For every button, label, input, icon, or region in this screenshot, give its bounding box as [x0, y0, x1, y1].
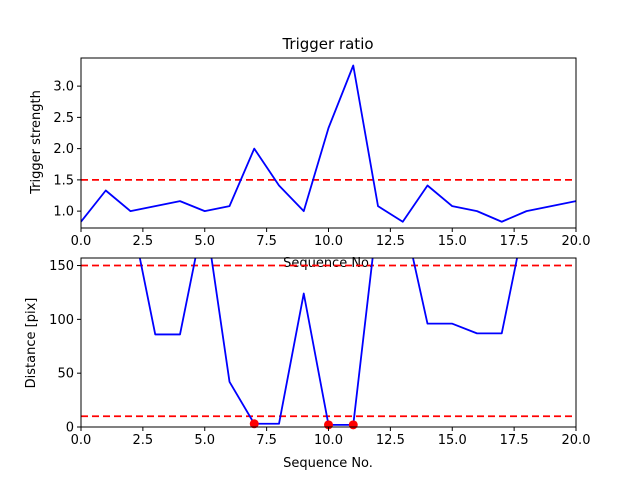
axes-frame	[80, 57, 577, 229]
y-tick-label: 3.0	[53, 80, 74, 95]
x-tick-label: 10.0	[314, 433, 343, 448]
x-tick-label: 10.0	[314, 234, 343, 249]
axes-frame	[80, 257, 577, 428]
trigger-ratio-chart: Trigger ratio Trigger strength Sequence …	[29, 35, 590, 271]
x-tick-label: 17.5	[500, 433, 529, 448]
x-tick-label: 2.5	[133, 433, 154, 448]
x-tick-label: 20.0	[562, 234, 591, 249]
x-tick-label: 5.0	[194, 234, 215, 249]
x-tick-label: 17.5	[500, 234, 529, 249]
x-axis-label: Sequence No.	[283, 256, 373, 271]
x-tick-label: 20.0	[562, 433, 591, 448]
x-tick-label: 12.5	[376, 234, 405, 249]
y-axis-label: Trigger strength	[29, 90, 44, 195]
plot-area: 0.0 2.5 5.0 7.5 10.0 12.5 15.0 17.5 20.0 0 50 100 15…	[49, 257, 591, 448]
series-line	[81, 64, 576, 223]
x-tick-label: 0.0	[71, 433, 92, 448]
data-point	[348, 420, 358, 430]
x-tick-label: 2.5	[133, 234, 154, 249]
y-tick-label: 0	[66, 421, 74, 436]
y-tick-label: 1.0	[53, 205, 74, 220]
y-axis-label: Distance [pix]	[24, 298, 39, 389]
x-tick-label: 5.0	[194, 433, 215, 448]
distance-chart: Distance [pix] Sequence No. 0.0 2.5 5.0 7.5…	[24, 257, 591, 471]
plot-area: 0.0 2.5 5.0 7.5 10.0 12.5 15.0 17.5 20.0 1.0 1.5 2.…	[53, 57, 591, 249]
y-tick-label: 2.0	[53, 142, 74, 157]
x-axis-label: Sequence No.	[283, 456, 373, 471]
x-tick-label: 7.5	[256, 433, 277, 448]
x-tick-label: 7.5	[256, 234, 277, 249]
x-tick-label: 0.0	[71, 234, 92, 249]
y-tick-label: 1.5	[53, 173, 74, 188]
y-tick-label: 50	[57, 367, 74, 382]
x-tick-label: 12.5	[376, 433, 405, 448]
y-tick-label: 150	[49, 259, 74, 274]
y-tick-label: 2.5	[53, 111, 74, 126]
plot-clip	[81, 64, 576, 223]
data-point	[249, 419, 259, 429]
x-tick-label: 15.0	[438, 433, 467, 448]
chart-title: Trigger ratio	[281, 35, 373, 53]
x-tick-label: 15.0	[438, 234, 467, 249]
y-tick-label: 100	[49, 313, 74, 328]
